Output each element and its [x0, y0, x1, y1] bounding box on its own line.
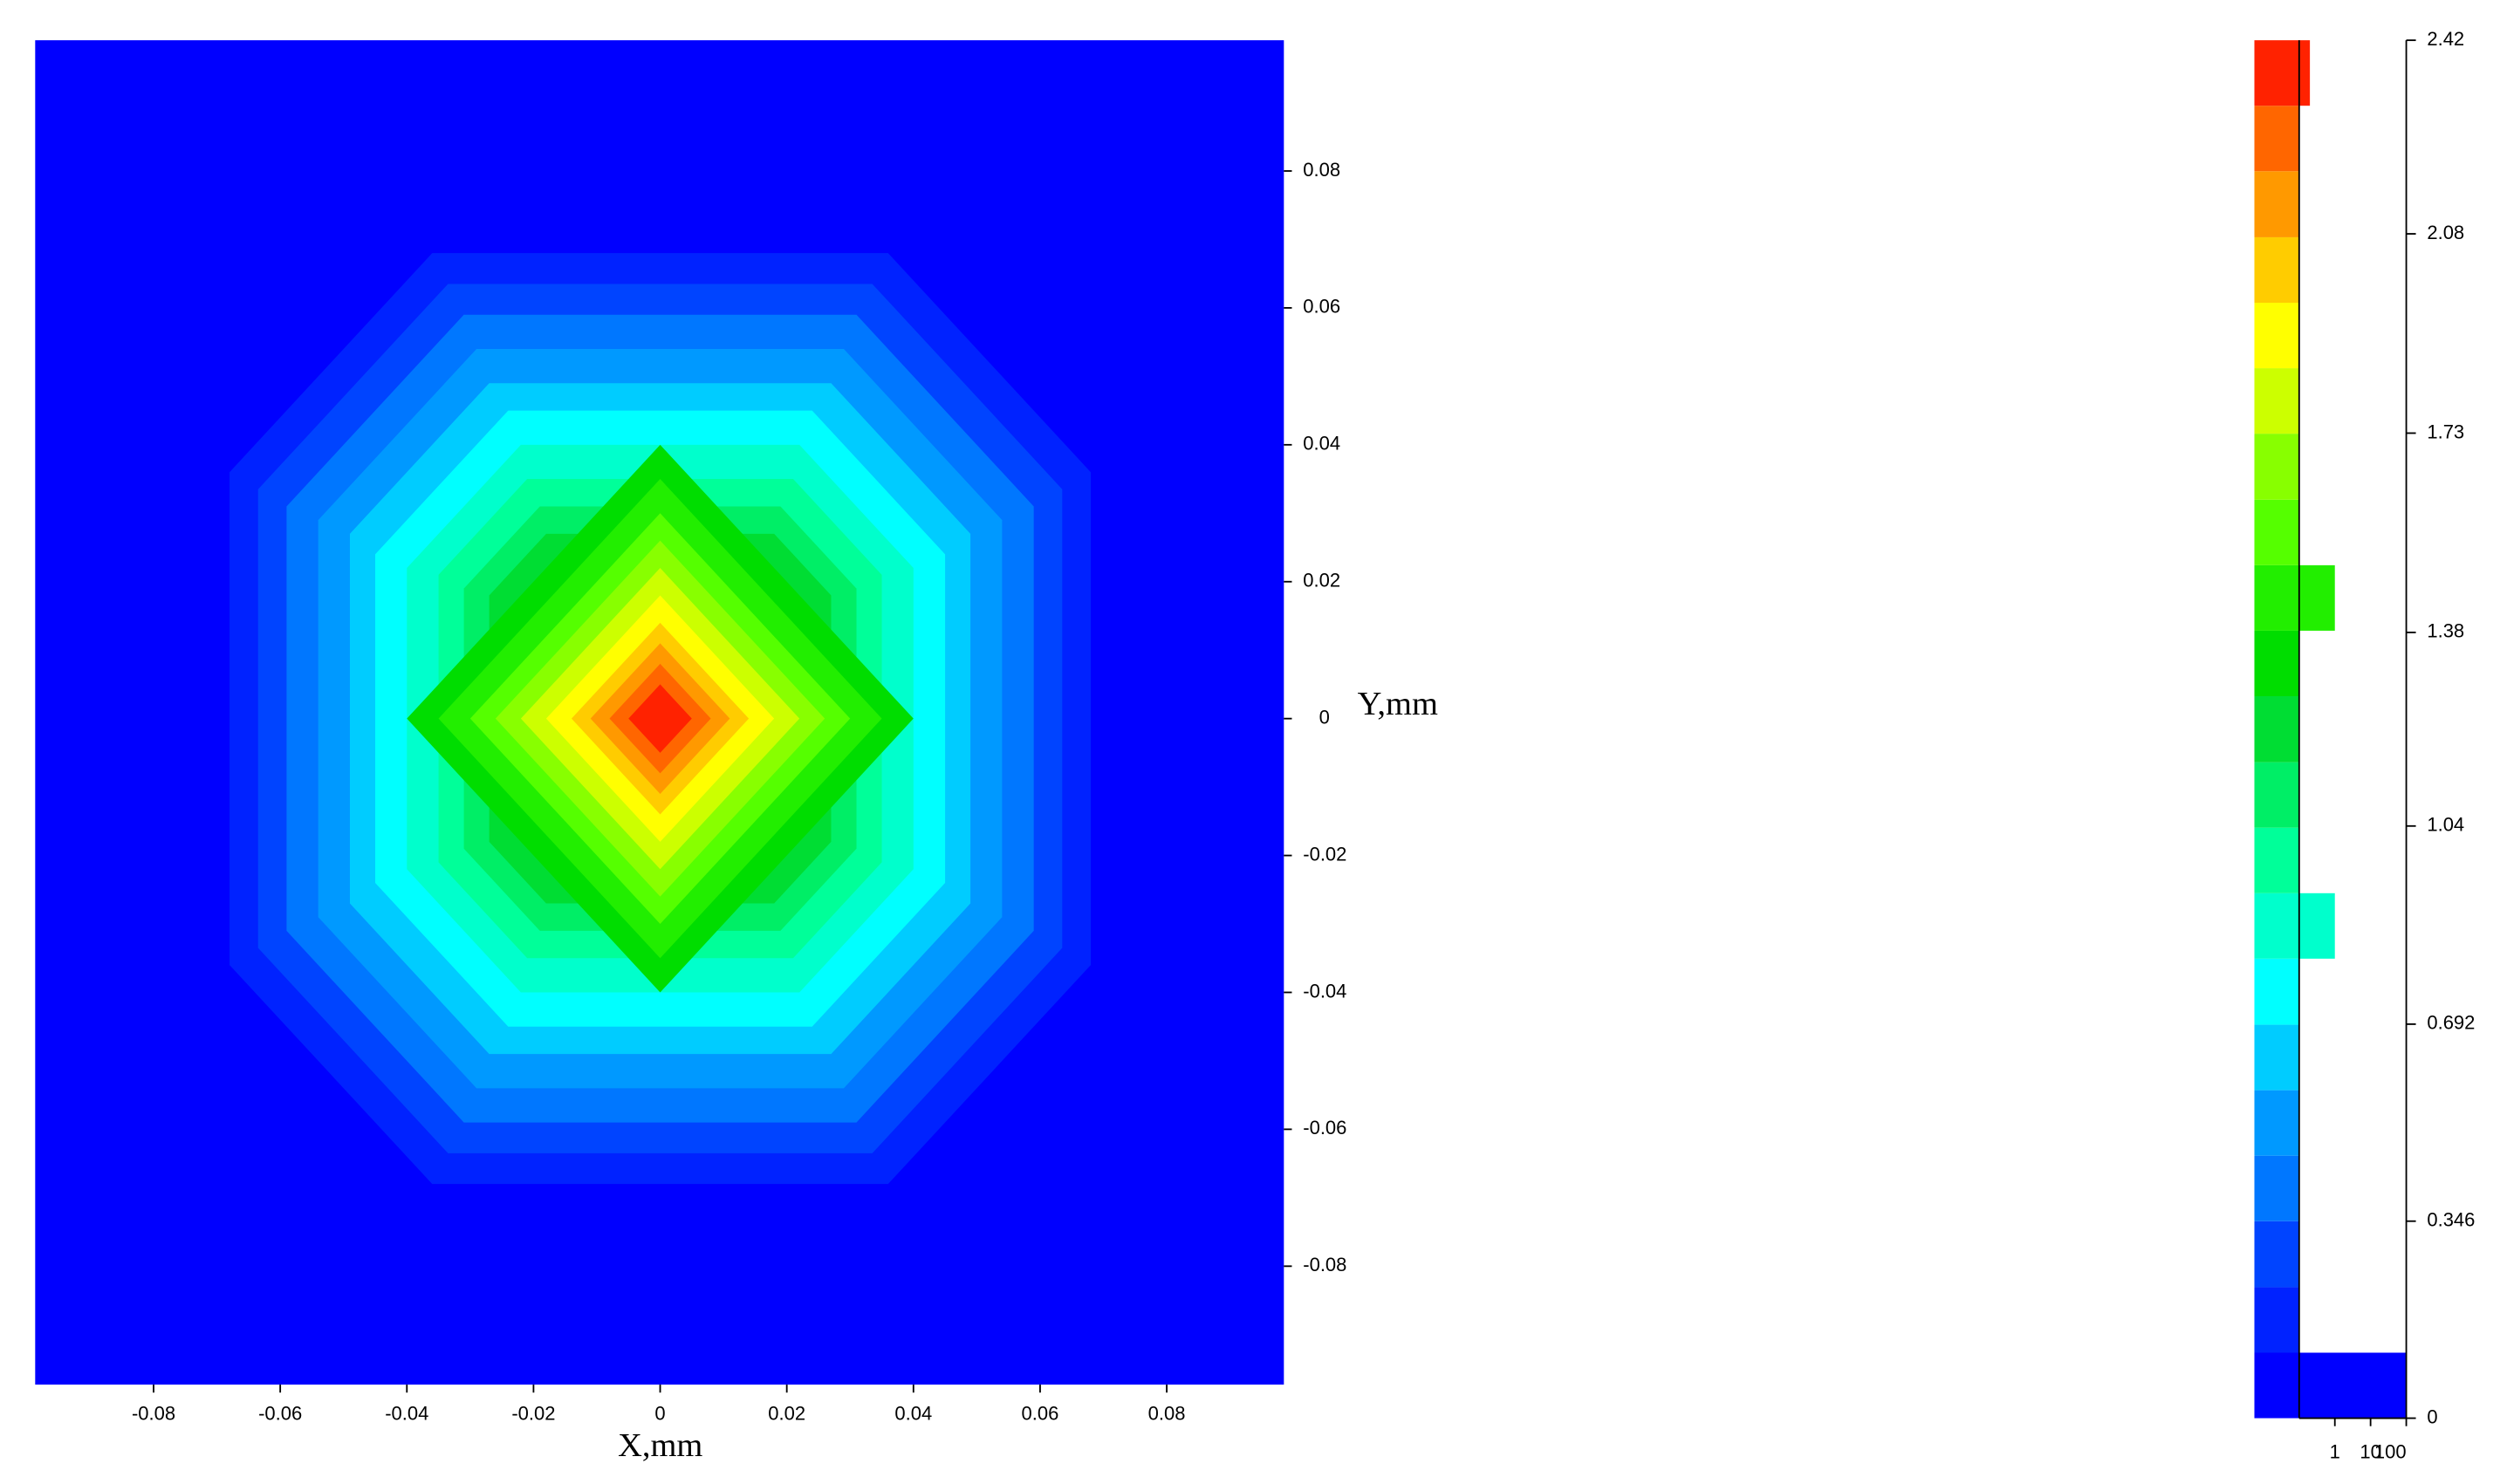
histogram-bar — [2298, 40, 2311, 106]
colorbar-tick-label: 0 — [2427, 1405, 2437, 1427]
count-tick-label: 100 — [2374, 1441, 2407, 1463]
colorbar-tick-label: 1.38 — [2427, 620, 2464, 642]
colorbar-band — [2254, 303, 2299, 369]
y-tick-label: 0.02 — [1303, 570, 1340, 592]
y-tick-label: 0 — [1319, 706, 1330, 728]
colorbar-tick-label: 0.692 — [2427, 1012, 2475, 1034]
colorbar-band — [2254, 1090, 2299, 1156]
colorbar-band — [2254, 695, 2299, 763]
y-tick-label: -0.04 — [1303, 980, 1346, 1002]
x-tick-label: -0.06 — [258, 1403, 302, 1425]
histogram-bar — [2298, 564, 2335, 631]
colorbar-band — [2254, 827, 2299, 893]
y-tick-label: -0.02 — [1303, 843, 1346, 865]
x-tick-label: 0 — [654, 1403, 665, 1425]
y-tick-label: 0.04 — [1303, 433, 1340, 455]
y-tick-label: 0.06 — [1303, 296, 1340, 318]
colorbar-band — [2254, 630, 2299, 696]
y-tick-label: -0.08 — [1303, 1254, 1346, 1275]
colorbar-band — [2254, 106, 2299, 172]
colorbar-band — [2254, 564, 2299, 631]
x-tick-label: 0.06 — [1022, 1403, 1059, 1425]
contour-region — [628, 684, 692, 753]
x-tick-label: -0.04 — [385, 1403, 428, 1425]
colorbar-band — [2254, 1155, 2299, 1221]
count-tick-label: 10 — [2360, 1441, 2380, 1463]
x-tick-label: 0.02 — [768, 1403, 805, 1425]
colorbar-band — [2254, 1024, 2299, 1091]
colorbar-tick-label: 1.73 — [2427, 421, 2464, 442]
colorbar-band — [2254, 40, 2299, 106]
colorbar-band — [2254, 958, 2299, 1025]
colorbar-band — [2254, 1221, 2299, 1288]
colorbar-tick-label: 1.04 — [2427, 814, 2464, 836]
histogram-bar — [2298, 1352, 2407, 1419]
colorbar-tick-label: 2.08 — [2427, 222, 2464, 243]
colorbar-band — [2254, 236, 2299, 304]
x-axis-label: X,mm — [618, 1427, 702, 1464]
y-tick-label: 0.08 — [1303, 159, 1340, 181]
x-tick-label: -0.02 — [511, 1403, 555, 1425]
colorbar-band — [2254, 892, 2299, 959]
colorbar-band — [2254, 434, 2299, 500]
colorbar-band — [2254, 762, 2299, 828]
x-tick-label: 0.04 — [894, 1403, 932, 1425]
colorbar-band — [2254, 1287, 2299, 1353]
colorbar-tick-label: 0.346 — [2427, 1209, 2475, 1231]
colorbar-band — [2254, 171, 2299, 237]
colorbar-band — [2254, 1352, 2299, 1419]
count-tick-label: 1 — [2330, 1441, 2340, 1463]
x-tick-label: 0.08 — [1148, 1403, 1186, 1425]
colorbar-tick-label: 2.42 — [2427, 28, 2464, 50]
histogram-bar — [2298, 892, 2335, 959]
y-axis-label: Y,mm — [1358, 686, 1438, 722]
y-tick-label: -0.06 — [1303, 1117, 1346, 1139]
colorbar-band — [2254, 368, 2299, 434]
colorbar-band — [2254, 499, 2299, 565]
x-tick-label: -0.08 — [132, 1403, 175, 1425]
